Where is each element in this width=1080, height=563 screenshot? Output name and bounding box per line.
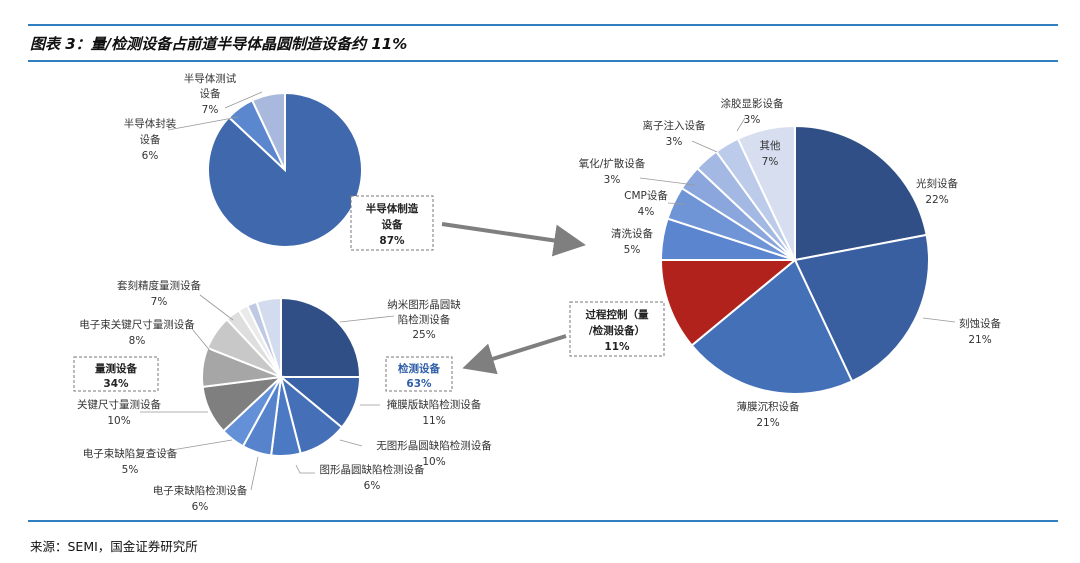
arrow-to-metrology: [462, 334, 567, 375]
pie-chart-manufacturing: 光刻设备 22% 刻蚀设备 21% 薄膜沉积设备 21% 清洗设备 5% CMP设备 4% 氧化/扩…: [569, 97, 1001, 429]
pie3-label-1-name0: 掩膜版缺陷检测设备: [387, 398, 482, 411]
pie3-leader-7: [192, 329, 212, 353]
pie2-slice-2: [690, 258, 854, 395]
pie1-label-test-name1: 半导体测试: [184, 72, 237, 85]
pie1-callout-name2: 设备: [382, 218, 403, 231]
title-rule-top: [28, 24, 1058, 26]
pie3-group-metrology-box: [73, 356, 159, 392]
pie3-label-8-name0: 套刻精度量测设备: [117, 279, 201, 292]
pie2-label-4-value: 5%: [624, 244, 641, 256]
pie2-label-1-name: 刻蚀设备: [959, 317, 1001, 330]
pie3-label-0-name1: 陷检测设备: [398, 313, 451, 326]
pie2-label-0-value: 22%: [925, 194, 948, 206]
pie3-leader-2: [339, 439, 363, 447]
pie2-slice-1: [793, 233, 930, 383]
pie2-leader-8: [736, 117, 746, 132]
pie3-label-4-value: 6%: [192, 501, 209, 513]
pie2-label-7-name: 离子注入设备: [643, 119, 706, 132]
pie1-label-pack-value: 6%: [142, 150, 159, 162]
pie3-label-2-name0: 无图形晶圆缺陷检测设备: [376, 439, 492, 452]
arrow-to-manufacturing: [441, 222, 586, 257]
pie2-leader-5: [667, 202, 686, 205]
pie3-label-3-value: 6%: [364, 480, 381, 492]
pie2-slice-3: [659, 259, 798, 347]
pie1-callout-name1: 半导体制造: [366, 202, 419, 215]
pie2-leader-1: [922, 317, 956, 323]
pie2-slice-0: [794, 124, 928, 262]
pie3-leader-5: [159, 439, 233, 453]
pie2-label-4-name: 清洗设备: [611, 227, 653, 240]
pie3-label-0-name0: 纳米图形晶圆缺: [387, 298, 461, 311]
pie3-group-metrology-name: 量测设备: [95, 362, 137, 375]
annotations: [441, 222, 586, 375]
pie3-group-inspection-name: 检测设备: [398, 362, 440, 375]
pie2-label-1-value: 21%: [968, 334, 991, 346]
pie1-label-pack-name2: 设备: [140, 133, 161, 146]
pie2-callout-name2: /检测设备）: [589, 324, 645, 337]
pie1-slice-2: [250, 91, 286, 171]
pie3-label-8-value: 7%: [151, 296, 168, 308]
pie3-group-inspection-box: [385, 356, 453, 392]
footer-rule: [28, 520, 1058, 522]
pie1-callout-box: [350, 195, 434, 251]
pie2-label-8-value: 3%: [744, 114, 761, 126]
pie2-label-6-name: 氧化/扩散设备: [579, 157, 646, 170]
pie2-label-2-value: 21%: [756, 417, 779, 429]
pie3-label-7-value: 8%: [129, 335, 146, 347]
pie3-label-6-value: 10%: [107, 415, 130, 427]
pie2-leader-6: [639, 177, 696, 186]
pie3-label-3-name0: 图形晶圆缺陷检测设备: [320, 463, 425, 476]
pie3-group-inspection-value: 63%: [406, 378, 432, 390]
pie2-label-8-name: 涂胶显影设备: [721, 97, 784, 110]
title-rule-bottom: [28, 60, 1058, 62]
pie2-label-9-value: 7%: [762, 156, 779, 168]
pie2-label-7-value: 3%: [666, 136, 683, 148]
pie1-label-pack-name1: 半导体封装: [124, 117, 177, 130]
pie3-label-2-value: 10%: [422, 456, 445, 468]
pie1-slice-0: [207, 91, 363, 248]
pie2-label-2-name: 薄膜沉积设备: [737, 400, 800, 413]
pie3-label-5-value: 5%: [122, 464, 139, 476]
pie3-slice-12: [255, 296, 282, 378]
pie1-callout-value: 87%: [379, 235, 405, 247]
pie3-leader-4: [250, 456, 259, 491]
pie3-label-7-name0: 电子束关键尺寸量测设备: [79, 318, 195, 331]
pie2-slice-9: [736, 124, 796, 261]
pie1-leader-pack: [167, 116, 239, 131]
pie2-callout-box: [569, 301, 665, 357]
pie2-label-6-value: 3%: [604, 174, 621, 186]
source-note: 来源：SEMI，国金证券研究所: [30, 539, 198, 554]
pie2-label-0-name: 光刻设备: [916, 177, 958, 190]
pie3-label-5-name0: 电子束缺陷复查设备: [83, 447, 178, 460]
pie3-group-metrology-value: 34%: [103, 378, 129, 390]
pie3-slice-0: [280, 296, 362, 378]
pie3-label-0-value: 25%: [412, 329, 435, 341]
figure-title: 图表 3：量/检测设备占前道半导体晶圆制造设备约 11%: [30, 35, 408, 53]
pie3-leader-0: [339, 315, 395, 323]
pie1-leader-test: [224, 91, 263, 109]
pie2-label-9-name: 其他: [760, 139, 781, 152]
pie3-leader-3: [295, 464, 315, 474]
pie3-label-1-value: 11%: [422, 415, 445, 427]
pie1-label-test-value: 7%: [202, 104, 219, 116]
pie2-callout-value: 11%: [604, 341, 630, 353]
pie2-leader-7: [691, 140, 718, 153]
pie3-label-6-name0: 关键尺寸量测设备: [77, 398, 161, 411]
pie3-label-4-name0: 电子束缺陷检测设备: [153, 484, 248, 497]
pie3-leader-8: [199, 294, 234, 321]
pie1-label-test-name2: 设备: [200, 87, 221, 100]
pie2-label-5-name: CMP设备: [624, 189, 668, 202]
pie2-callout-name1: 过程控制（量: [586, 308, 649, 321]
pie2-label-5-value: 4%: [638, 206, 655, 218]
